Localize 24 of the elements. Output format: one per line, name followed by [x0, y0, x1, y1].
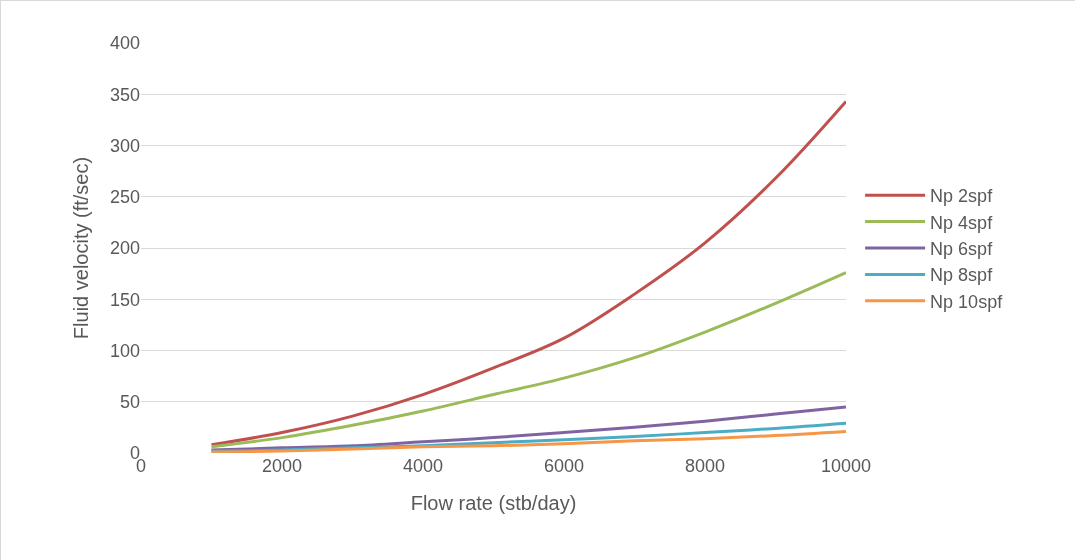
legend-label: Np 4spf — [930, 212, 994, 233]
y-tick-label: 350 — [109, 84, 140, 105]
legend-label: Np 10spf — [930, 291, 1004, 312]
x-tick-label: 2000 — [261, 456, 303, 476]
x-tick-label: 4000 — [402, 456, 444, 476]
y-tick-label: 100 — [109, 340, 140, 361]
legend-label: Np 8spf — [930, 265, 994, 286]
line-series — [210, 405, 846, 452]
y-tick-label: 200 — [109, 238, 140, 259]
x-tick-label: 6000 — [543, 456, 585, 476]
y-tick-label: 150 — [109, 289, 140, 310]
y-tick-label: 300 — [109, 135, 140, 156]
line-series — [210, 99, 846, 447]
legend-label: Np 6spf — [930, 239, 994, 260]
y-tick-label: 400 — [109, 33, 140, 54]
line-series — [210, 429, 846, 453]
x-tick-label: 8000 — [684, 456, 726, 476]
y-axis-title: Fluid velocity (ft/sec) — [70, 156, 93, 340]
x-tick-label: 10000 — [820, 456, 872, 476]
legend-label: Np 2spf — [930, 186, 994, 207]
y-tick-label: 50 — [119, 392, 140, 413]
line-series — [210, 271, 846, 449]
y-tick-label: 250 — [109, 187, 140, 208]
x-axis-title: Flow rate (stb/day) — [410, 491, 577, 514]
